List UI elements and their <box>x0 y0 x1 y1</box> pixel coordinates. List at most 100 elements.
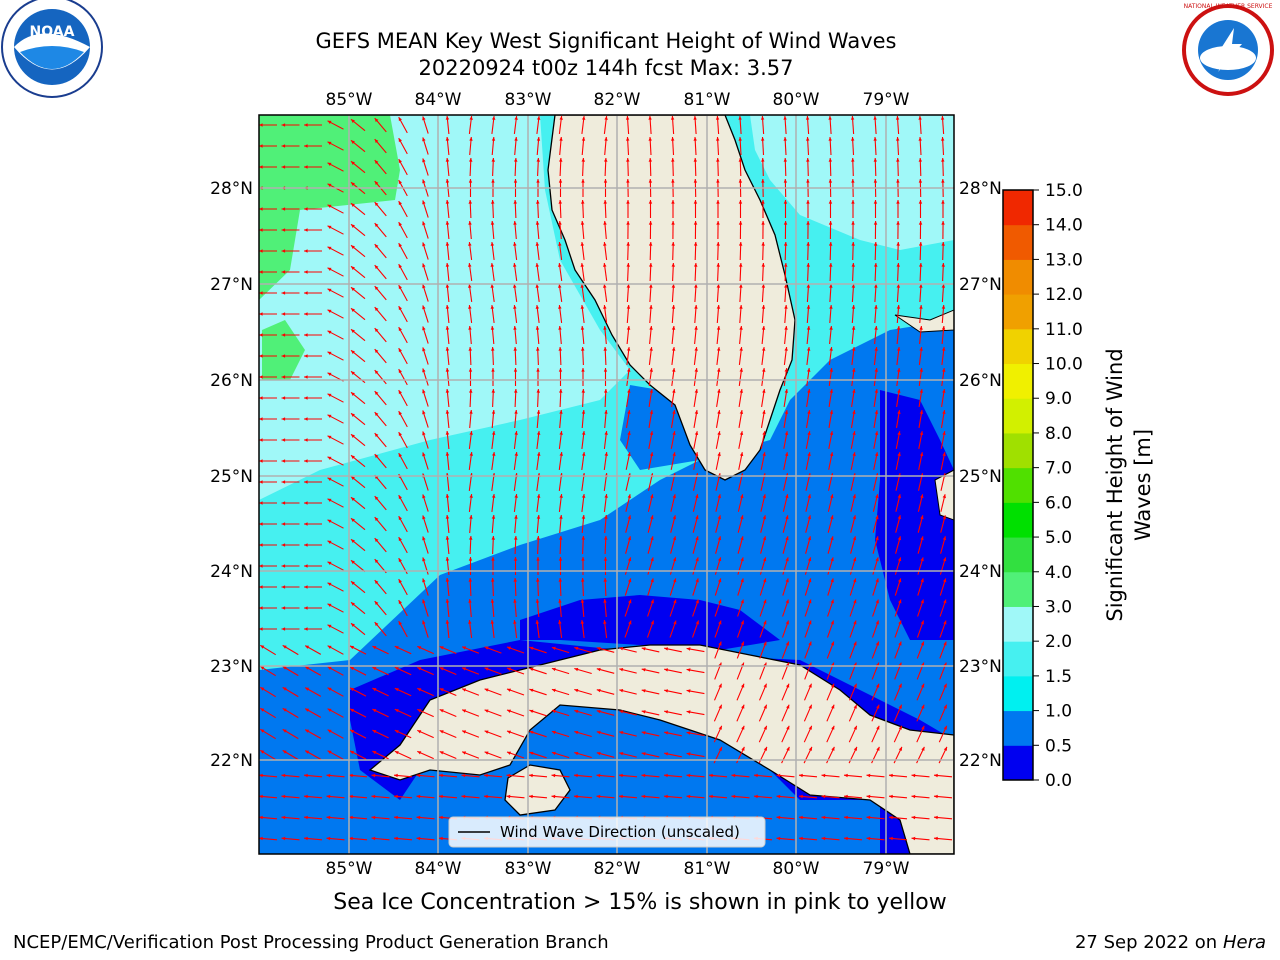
wind-arrow-head <box>559 389 563 393</box>
wind-arrow-head <box>351 350 355 354</box>
wind-arrow-head <box>398 621 402 626</box>
wind-arrow-head <box>374 538 379 542</box>
wind-arrow-head <box>580 305 585 309</box>
wind-arrow-head <box>372 646 377 650</box>
wind-arrow-head <box>304 165 308 169</box>
wind-arrow-head <box>281 585 286 589</box>
wind-arrow-head <box>718 599 722 604</box>
wind-arrow-head <box>828 242 833 246</box>
wind-arrow-head <box>350 666 354 671</box>
wind-arrow-head <box>918 116 922 120</box>
wind-arrow-head <box>374 328 379 332</box>
wind-arrow-head <box>897 536 902 541</box>
wind-arrow-head <box>536 179 540 183</box>
wind-arrow-head <box>741 746 745 751</box>
wind-arrow-head <box>372 730 377 734</box>
lon-label-top: 82°W <box>594 90 641 110</box>
wind-arrow-head <box>808 704 812 709</box>
wind-arrow-head <box>895 116 900 120</box>
wind-arrow-head <box>603 326 607 330</box>
wind-arrow-head <box>484 688 489 692</box>
wind-arrow-head <box>259 312 263 316</box>
wind-arrow-head <box>259 291 263 295</box>
wind-arrow-head <box>398 201 402 206</box>
wind-arrow-head <box>580 326 585 330</box>
wind-arrow-head <box>664 710 668 714</box>
wind-arrow-head <box>422 305 426 310</box>
wind-arrow-head <box>641 689 646 693</box>
wind-arrow-head <box>808 578 812 583</box>
wind-arrow-head <box>828 221 833 225</box>
wind-arrow-head <box>897 431 901 435</box>
lat-label-left: 22°N <box>210 751 253 771</box>
wind-arrow-head <box>529 646 534 650</box>
wind-arrow-head <box>604 116 608 120</box>
wind-arrow-head <box>695 494 699 499</box>
wind-arrow-head <box>866 794 871 799</box>
wind-arrow-head <box>739 368 743 372</box>
wind-arrow-head <box>445 599 450 603</box>
wind-arrow-head <box>641 794 646 799</box>
wind-arrow-head <box>808 683 812 688</box>
wind-arrow-head <box>693 242 698 246</box>
wind-arrow-head <box>422 263 426 268</box>
wind-arrow-head <box>468 578 472 582</box>
wind-arrow-head <box>506 794 511 799</box>
wind-arrow-head <box>551 688 556 693</box>
wind-arrow-head <box>783 179 788 183</box>
wind-arrow-head <box>619 731 624 735</box>
wind-arrow-head <box>830 536 834 541</box>
wind-arrow-head <box>513 263 517 267</box>
wind-arrow-head <box>304 815 308 820</box>
wind-arrow-head <box>327 519 332 523</box>
wind-arrow-head <box>852 494 856 499</box>
wind-arrow-head <box>828 116 832 120</box>
wind-arrow-head <box>281 459 286 463</box>
wind-arrow-head <box>507 730 511 734</box>
wind-arrow-head <box>491 116 496 120</box>
wind-arrow-head <box>806 284 811 288</box>
wind-arrow-head <box>374 412 379 416</box>
wind-arrow-head <box>513 179 518 183</box>
wind-arrow-head <box>445 536 450 540</box>
wind-arrow-head <box>259 522 263 526</box>
wind-arrow-head <box>596 646 601 651</box>
wind-arrow-head <box>514 536 518 540</box>
wind-arrow-head <box>351 266 355 270</box>
wind-arrow-head <box>762 494 766 499</box>
wind-arrow-head <box>468 326 472 330</box>
wind-arrow-head <box>529 773 533 778</box>
wind-arrow-head <box>920 536 924 541</box>
wind-arrow-head <box>469 494 473 498</box>
lon-label-top: 79°W <box>863 90 910 110</box>
wind-arrow-head <box>535 284 539 288</box>
wind-arrow-head <box>648 116 652 120</box>
wind-arrow-head <box>304 627 308 631</box>
wind-arrow-head <box>416 815 421 820</box>
wind-arrow-head <box>875 620 879 625</box>
wind-arrow-head <box>439 688 444 692</box>
wind-arrow-head <box>491 179 495 183</box>
wind-arrow-head <box>468 284 472 288</box>
wind-arrow-head <box>874 389 878 393</box>
wind-arrow-head <box>808 620 812 625</box>
wind-arrow-head <box>896 305 901 309</box>
wind-arrow-head <box>874 431 879 435</box>
colorbar-tick-label: 15.0 <box>1045 181 1083 201</box>
wind-arrow-head <box>754 794 758 799</box>
wind-arrow-head <box>304 312 308 316</box>
wind-arrow-head <box>326 836 331 841</box>
colorbar-segment <box>1003 398 1033 434</box>
wind-arrow-head <box>784 305 788 309</box>
wind-arrow-head <box>686 668 691 672</box>
wind-arrow-head <box>740 536 744 541</box>
wind-arrow-head <box>851 200 855 204</box>
wind-arrow-head <box>351 119 355 123</box>
wind-arrow-head <box>920 557 924 562</box>
wind-arrow-head <box>874 305 878 309</box>
wind-arrow-head <box>717 494 721 499</box>
lon-label-bottom: 79°W <box>863 859 910 879</box>
wind-arrow-head <box>763 683 767 688</box>
wind-arrow-head <box>596 794 601 799</box>
wind-arrow-head <box>738 200 743 204</box>
